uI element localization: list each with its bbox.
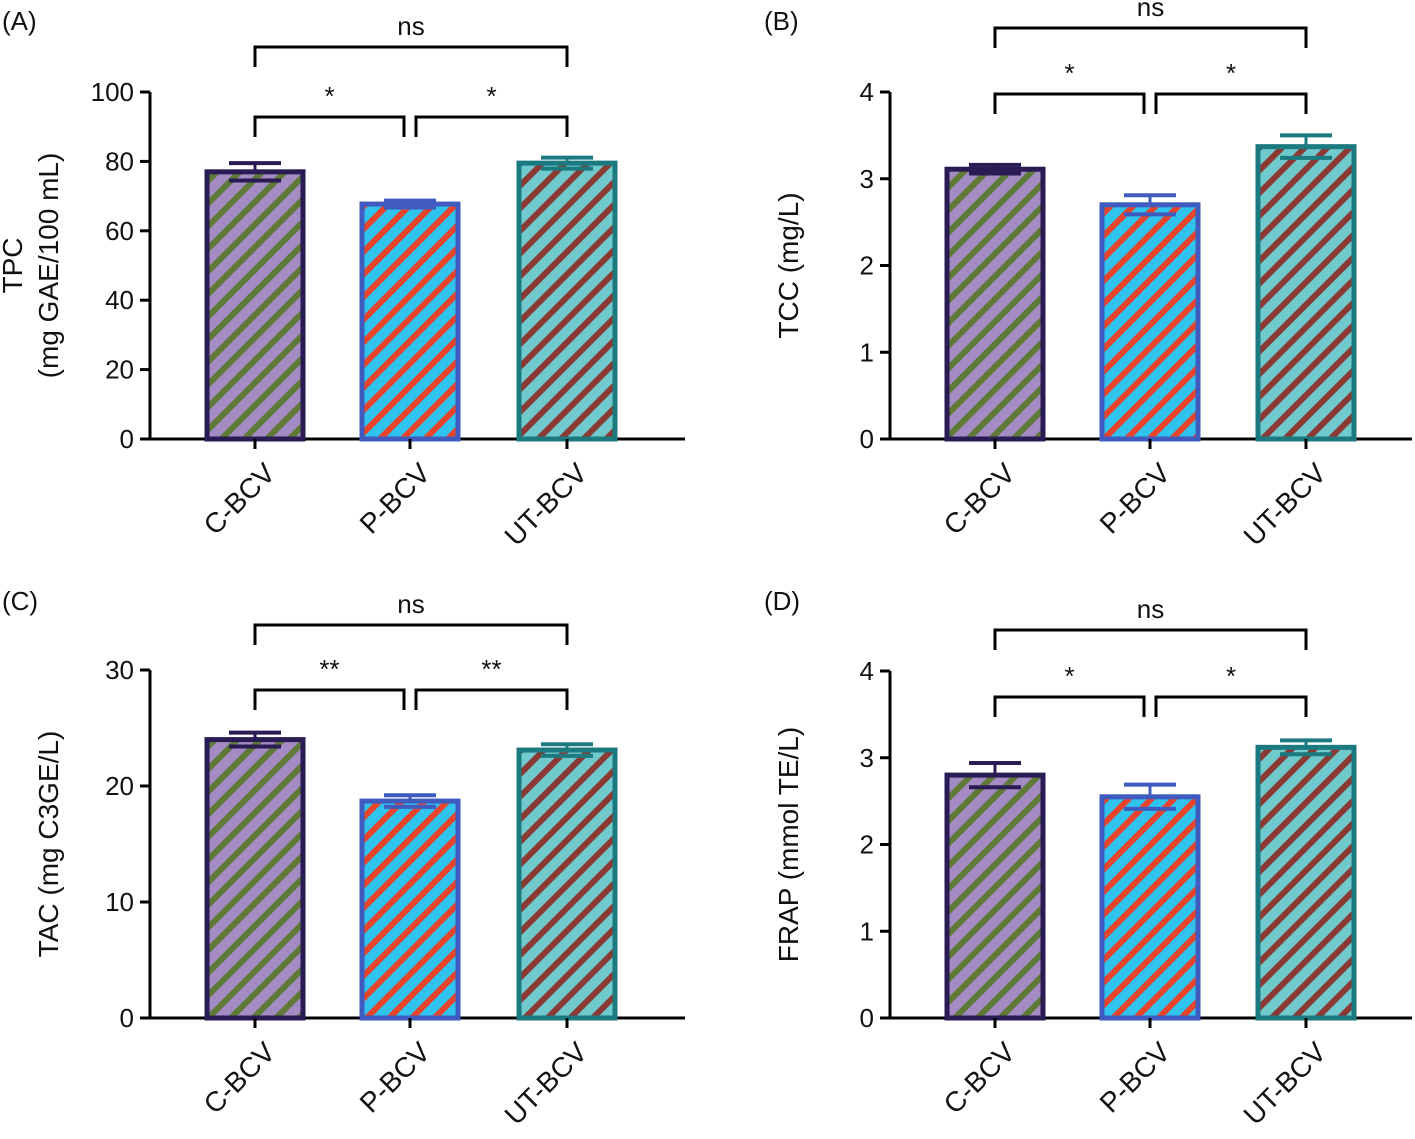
significance-bracket xyxy=(253,45,569,67)
significance-label: ns xyxy=(397,11,424,41)
bar-p-bcv xyxy=(1099,794,1201,1021)
significance-bracket xyxy=(993,92,1146,114)
y-tick-label: 3 xyxy=(860,164,874,194)
panel-label: (D) xyxy=(764,586,800,616)
significance-label: ns xyxy=(397,589,424,619)
significance-label: ** xyxy=(319,654,339,684)
x-tick-label: P-BCV xyxy=(1094,1036,1177,1119)
panel-label: (A) xyxy=(2,6,37,36)
panel-label: (B) xyxy=(764,6,799,36)
y-tick-label: 0 xyxy=(120,424,134,454)
significance-bracket xyxy=(1154,92,1308,114)
x-tick-label: P-BCV xyxy=(1094,457,1177,540)
y-tick-label: 100 xyxy=(91,77,134,107)
y-tick-label: 20 xyxy=(105,771,134,801)
bar-ut-bcv xyxy=(516,747,618,1021)
y-tick-label: 3 xyxy=(860,743,874,773)
y-tick-label: 10 xyxy=(105,887,134,917)
chart-panel-b: (B) 0 1 2 3 4 TCC (mg/L) C-BCV P-BCV UT-BCV * * ns xyxy=(764,0,1412,552)
y-tick-label: 20 xyxy=(105,355,134,385)
x-tick-label: C-BCV xyxy=(938,457,1022,541)
significance-label: * xyxy=(1064,58,1074,88)
x-tick-label: C-BCV xyxy=(198,457,282,541)
significance-label: * xyxy=(324,81,334,111)
significance-bracket xyxy=(253,115,406,137)
y-tick-label: 0 xyxy=(120,1003,134,1033)
y-tick-label: 60 xyxy=(105,216,134,246)
bar-p-bcv xyxy=(1099,202,1201,442)
significance-label: ** xyxy=(481,654,501,684)
x-tick-label: P-BCV xyxy=(354,1036,437,1119)
y-tick-label: 0 xyxy=(860,1003,874,1033)
y-axis-label: TPC xyxy=(0,238,28,294)
significance-bracket xyxy=(1154,695,1308,717)
x-tick-label: UT-BCV xyxy=(1238,1036,1333,1131)
bar-p-bcv xyxy=(359,798,461,1021)
chart-panel-a: (A) 0 20 40 60 80 100 TPC (mg GAE/100 mL) C-BCV P-… xyxy=(0,6,685,552)
x-tick-label: UT-BCV xyxy=(499,457,594,552)
significance-bracket xyxy=(993,628,1308,650)
x-tick-label: UT-BCV xyxy=(1238,457,1333,552)
y-tick-label: 80 xyxy=(105,146,134,176)
x-tick-label: UT-BCV xyxy=(499,1036,594,1131)
y-axis-label: TAC (mg C3GE/L) xyxy=(33,731,64,958)
x-tick-label: C-BCV xyxy=(938,1036,1022,1120)
y-tick-label: 4 xyxy=(860,77,874,107)
y-tick-label: 1 xyxy=(860,916,874,946)
bar-ut-bcv xyxy=(1255,144,1357,442)
chart-panel-c: (C) 0 10 20 30 TAC (mg C3GE/L) C-BCV P-BCV UT-BC… xyxy=(2,586,685,1131)
bar-p-bcv xyxy=(359,201,461,442)
significance-label: * xyxy=(1064,661,1074,691)
y-tick-label: 30 xyxy=(105,655,134,685)
y-tick-label: 40 xyxy=(105,285,134,315)
significance-bracket xyxy=(253,688,406,710)
y-tick-label: 2 xyxy=(860,251,874,281)
significance-bracket xyxy=(993,26,1308,48)
significance-label: * xyxy=(486,81,496,111)
y-axis-label: FRAP (mmol TE/L) xyxy=(773,727,804,962)
significance-label: * xyxy=(1226,58,1236,88)
bar-ut-bcv xyxy=(1255,744,1357,1021)
x-tick-label: C-BCV xyxy=(198,1036,282,1120)
significance-bracket xyxy=(414,115,569,137)
bar-ut-bcv xyxy=(516,160,618,442)
significance-label: ns xyxy=(1137,0,1164,22)
y-axis-label: (mg GAE/100 mL) xyxy=(33,153,64,379)
x-tick-label: P-BCV xyxy=(354,457,437,540)
y-tick-label: 0 xyxy=(860,424,874,454)
significance-label: * xyxy=(1226,661,1236,691)
y-tick-label: 2 xyxy=(860,830,874,860)
y-tick-label: 1 xyxy=(860,337,874,367)
significance-bracket xyxy=(993,695,1146,717)
significance-label: ns xyxy=(1137,594,1164,624)
significance-bracket xyxy=(414,688,569,710)
bar-c-bcv xyxy=(204,169,306,442)
significance-bracket xyxy=(253,623,569,645)
y-tick-label: 4 xyxy=(860,656,874,686)
bar-c-bcv xyxy=(944,772,1046,1021)
panel-label: (C) xyxy=(2,586,38,616)
chart-panel-d: (D) 0 1 2 3 4 FRAP (mmol TE/L) C-BCV P-BCV UT-BCV… xyxy=(764,586,1412,1131)
y-axis-label: TCC (mg/L) xyxy=(773,192,804,338)
bar-c-bcv xyxy=(944,166,1046,442)
bar-c-bcv xyxy=(204,737,306,1021)
